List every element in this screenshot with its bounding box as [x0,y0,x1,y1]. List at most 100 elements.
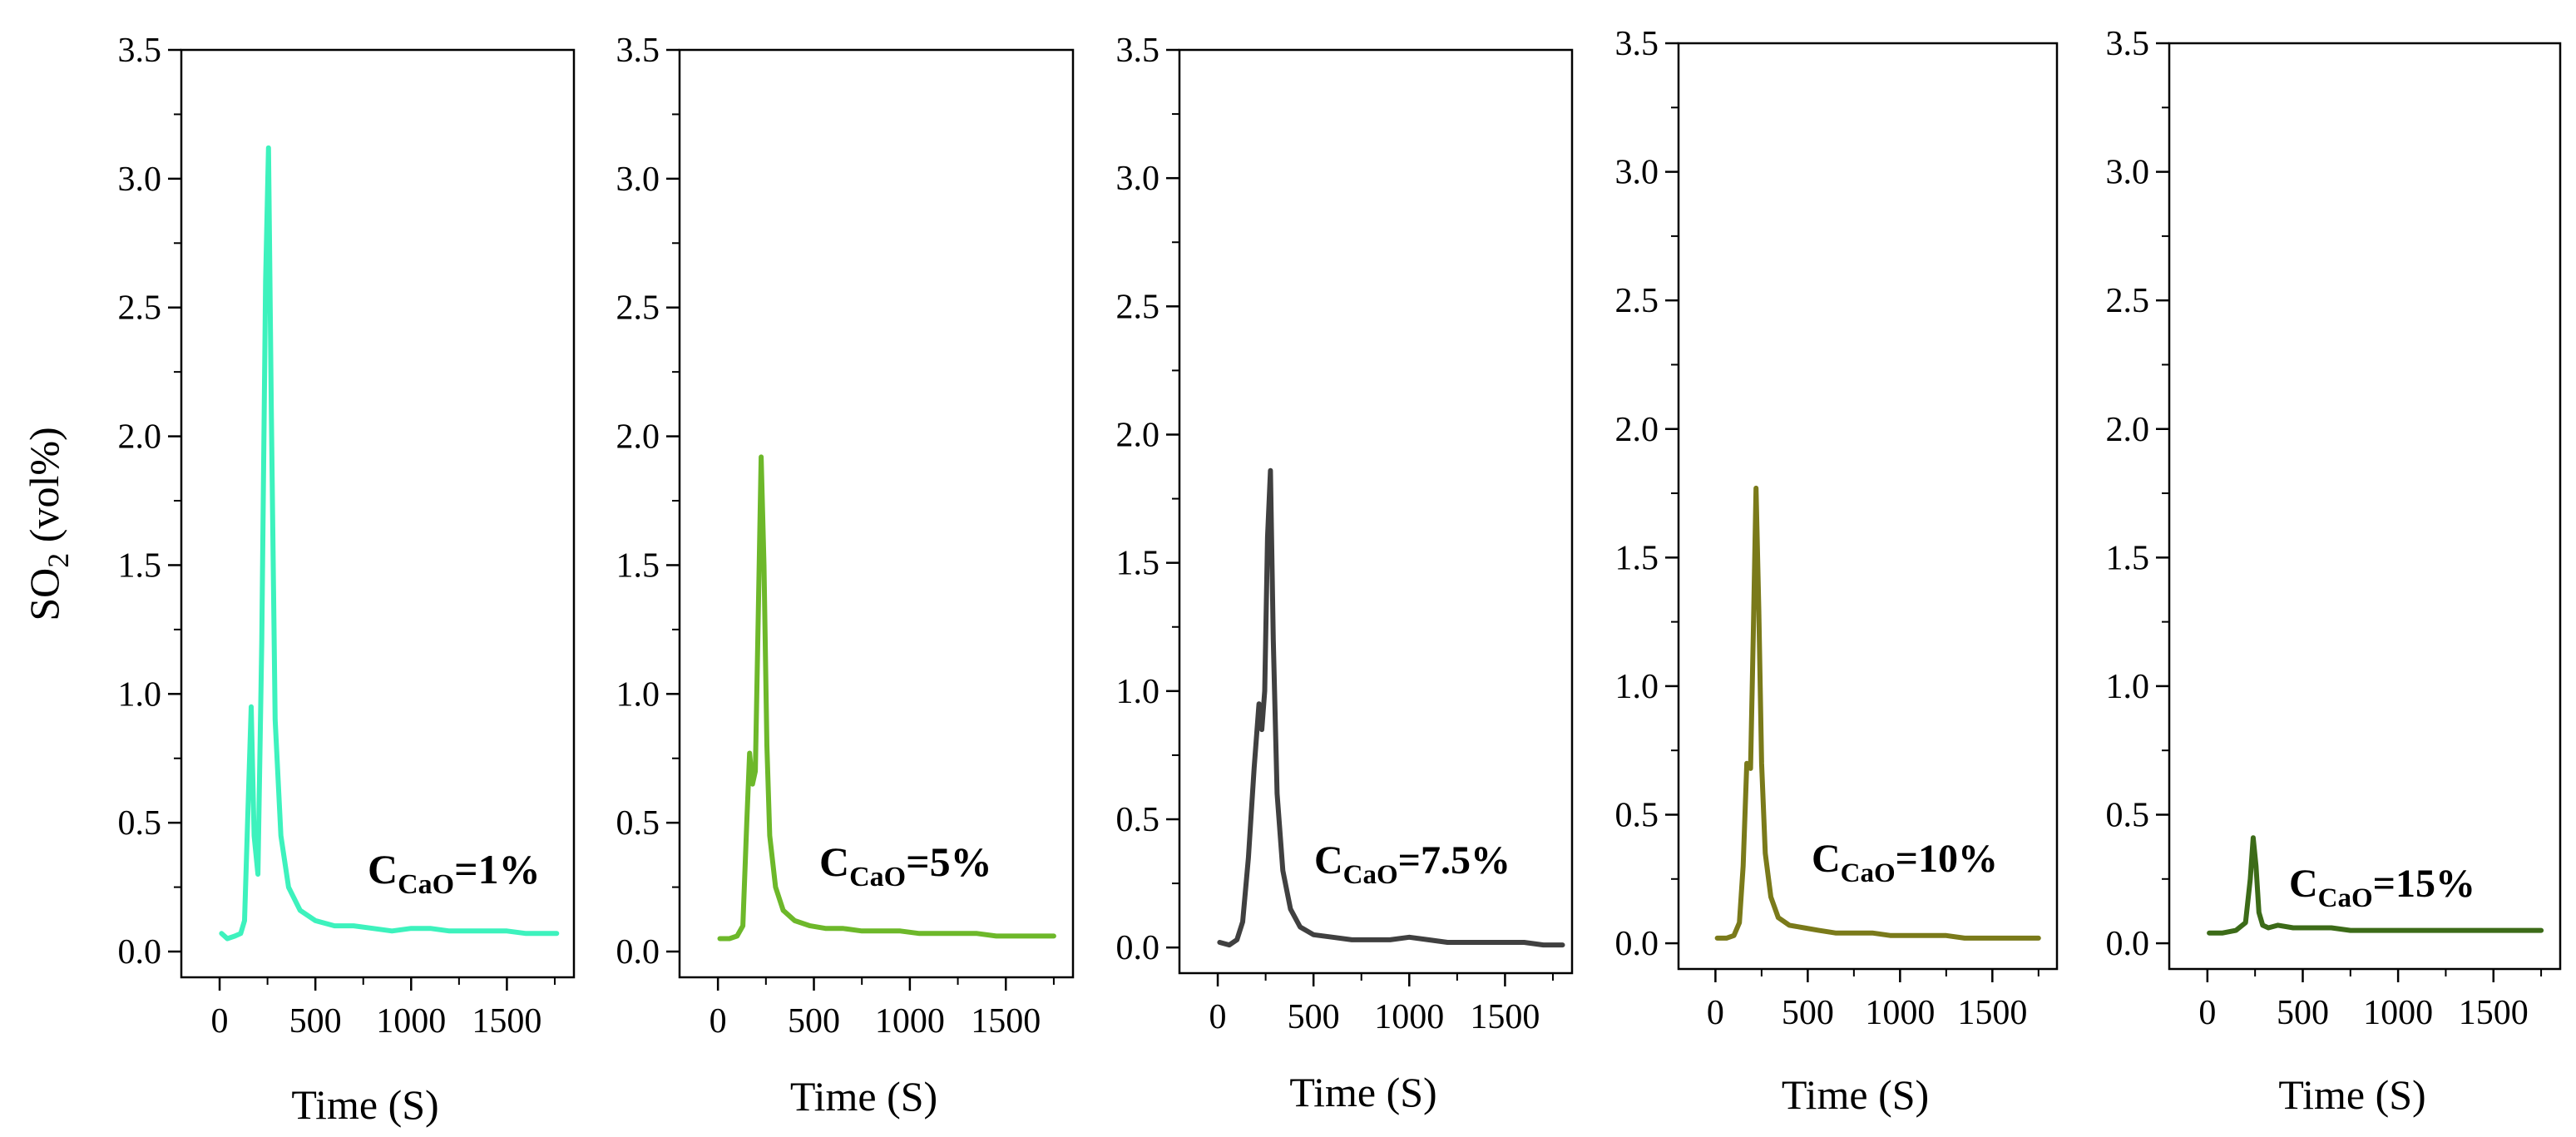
series-line [717,454,1056,942]
y-axis-title-main: SO [21,568,67,621]
y-tick-label: 2.5 [1615,282,1659,320]
y-tick-label: 2.0 [1615,411,1659,449]
y-tick-label: 1.0 [1615,668,1659,706]
annotation-tail: =7.5% [1398,838,1510,882]
y-tick-label: 0.0 [118,933,162,971]
annotation-label: CCaO=5% [819,838,992,892]
x-tick-label: 1500 [472,1002,541,1041]
y-tick-label: 0.5 [1116,801,1160,839]
x-tick-label: 1500 [1957,994,2027,1032]
panel-5: 0.0 0.5 1.0 1.5 2.0 2.5 3.0 3.5 0 500 1000 1500 Time… [2106,25,2562,1118]
y-tick-label: 3.5 [2106,25,2150,63]
x-tick-label: 500 [289,1002,342,1041]
annotation-subscript: CaO [1841,858,1896,888]
annotation-tail: =10% [1896,837,1998,881]
x-tick-label: 0 [1209,998,1227,1036]
annotation-subscript: CaO [2318,883,2373,913]
x-tick-label: 1000 [875,1002,945,1041]
y-tick-label: 1.5 [616,546,660,585]
annotation-main: C [1314,838,1343,882]
y-axis-title: SO2 (vol%) [21,427,75,620]
annotation-main: C [819,838,849,885]
x-tick-label: 500 [2277,994,2329,1032]
series-line [219,145,560,942]
annotation-subscript: CaO [1343,860,1398,890]
y-tick-label: 1.5 [2106,539,2150,577]
panel-1: 0.0 0.5 1.0 1.5 2.0 2.5 3.0 3.5 0 500 1000 1500 Time… [21,32,576,1128]
y-tick-label: 1.5 [1116,545,1160,583]
x-tick-label: 1000 [1374,998,1444,1036]
y-tick-label: 1.5 [1615,539,1659,577]
annotation-main: C [368,846,398,892]
series-line [2207,835,2544,936]
annotation-main: C [2289,862,2318,906]
x-axis-title: Time (S) [291,1081,438,1128]
y-tick-label: 0.0 [616,933,660,971]
y-tick-label: 2.0 [1116,417,1160,455]
x-tick-label: 1500 [2459,994,2529,1032]
x-axis-title: Time (S) [2278,1071,2425,1118]
x-tick-label: 1500 [1470,998,1540,1036]
annotation-label: CCaO=15% [2289,862,2475,913]
annotation-label: CCaO=7.5% [1314,838,1510,890]
annotation-subscript: CaO [849,862,906,892]
panel-3: 0.0 0.5 1.0 1.5 2.0 2.5 3.0 3.5 0 500 1000 1500 Time… [1116,32,1574,1115]
y-tick-label: 2.0 [118,418,162,457]
series-line [1714,485,2041,941]
plot-frame [1677,42,2059,971]
plot-frame [1178,48,1574,975]
annotation-label: CCaO=10% [1812,837,1998,888]
y-tick-label: 3.0 [616,161,660,199]
y-tick-label: 2.5 [118,289,162,328]
x-axis-title: Time (S) [790,1073,937,1120]
y-tick-label: 0.5 [118,804,162,843]
y-tick-label: 1.5 [118,546,162,585]
annotation-tail: =5% [906,838,992,885]
y-tick-label: 1.0 [616,675,660,714]
annotation-label: CCaO=1% [368,846,541,900]
annotation-main: C [1812,837,1841,881]
x-tick-label: 0 [211,1002,229,1041]
x-tick-label: 0 [1707,994,1724,1032]
y-tick-label: 3.5 [1615,25,1659,63]
y-tick-label: 3.5 [616,32,660,70]
y-tick-label: 3.0 [2106,154,2150,192]
y-tick-label: 2.0 [2106,411,2150,449]
annotation-tail: =15% [2373,862,2475,906]
y-tick-label: 3.5 [1116,32,1160,70]
plot-frame [180,48,576,979]
x-tick-label: 1500 [971,1002,1041,1041]
x-tick-label: 1000 [2363,994,2433,1032]
x-tick-label: 1000 [376,1002,446,1041]
plot-frame [678,48,1075,979]
panel-4: 0.0 0.5 1.0 1.5 2.0 2.5 3.0 3.5 0 500 1000 1500 Time… [1615,25,2059,1118]
x-axis-title: Time (S) [1289,1069,1436,1115]
y-tick-label: 0.5 [2106,797,2150,835]
y-tick-label: 3.0 [1615,154,1659,192]
x-tick-label: 500 [788,1002,840,1041]
y-tick-label: 0.0 [1116,929,1160,967]
x-axis-title: Time (S) [1782,1071,1929,1118]
x-tick-label: 500 [1782,994,1834,1032]
y-tick-label: 1.0 [118,675,162,714]
x-tick-label: 1000 [1865,994,1935,1032]
y-tick-label: 2.5 [616,289,660,328]
y-tick-label: 3.5 [118,32,162,70]
panel-2: 0.0 0.5 1.0 1.5 2.0 2.5 3.0 3.5 0 500 1000 1500 Time… [616,32,1075,1120]
y-axis-title-subscript: 2 [42,553,75,568]
series-line [1217,467,1565,948]
x-tick-label: 0 [710,1002,727,1041]
y-tick-label: 0.0 [2106,925,2150,963]
y-tick-label: 1.0 [2106,668,2150,706]
y-tick-label: 0.0 [1615,925,1659,963]
annotation-subscript: CaO [398,869,454,900]
y-tick-label: 2.5 [1116,288,1160,326]
y-tick-label: 1.0 [1116,673,1160,711]
y-tick-label: 0.5 [616,804,660,843]
x-tick-label: 0 [2198,994,2216,1032]
x-tick-label: 500 [1288,998,1340,1036]
annotation-tail: =1% [454,846,541,892]
y-tick-label: 2.5 [2106,282,2150,320]
y-tick-label: 3.0 [118,161,162,199]
